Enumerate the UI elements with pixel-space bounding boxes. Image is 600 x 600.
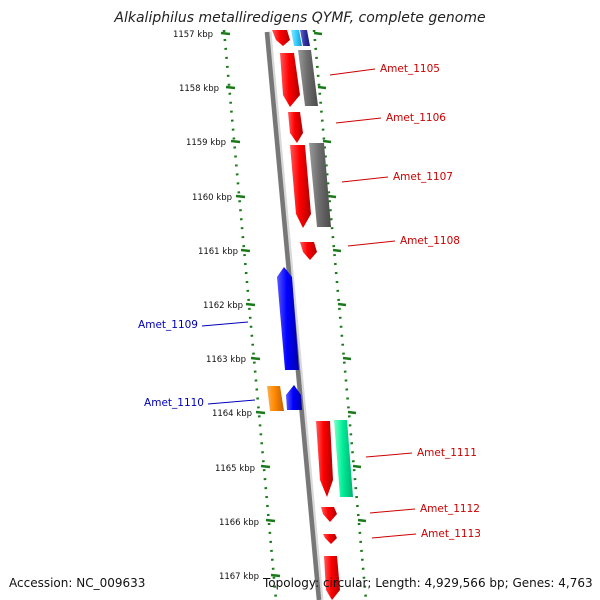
gene-label-amet-1112[interactable]: Amet_1112 (420, 503, 480, 515)
gene-feature[interactable] (300, 30, 310, 46)
gene-feature-amet-1112[interactable] (321, 507, 337, 522)
reverse-strand-features (267, 267, 302, 411)
accession-info: Accession: NC_009633 (9, 576, 146, 590)
ruler-label: 1163 kbp (206, 355, 246, 365)
ruler-label: 1161 kbp (198, 247, 238, 257)
ruler-label: 1157 kbp (173, 30, 213, 40)
topology-info: Topology: circular; Length: 4,929,566 bp… (263, 576, 593, 590)
ruler-label: 1159 kbp (186, 138, 226, 148)
ruler-label: 1160 kbp (192, 193, 232, 203)
gray-feature[interactable] (309, 143, 331, 227)
forward-strand-features (272, 30, 353, 600)
ruler-label: 1164 kbp (212, 409, 252, 419)
gene-feature-amet-1113[interactable] (323, 534, 337, 544)
inner-ruler-track (222, 29, 278, 600)
genome-title: Alkaliphilus metalliredigens QYMF, compl… (114, 10, 486, 26)
ruler-label: 1166 kbp (219, 518, 259, 528)
gene-label-amet-1106[interactable]: Amet_1106 (386, 112, 446, 124)
gene-feature[interactable] (291, 30, 302, 46)
gene-feature-amet-1110[interactable] (286, 385, 302, 410)
gene-feature[interactable] (324, 556, 340, 600)
left-gene-labels: Amet_1109 Amet_1110 (138, 319, 256, 409)
gene-feature[interactable] (272, 30, 290, 46)
gene-feature-amet-1108[interactable] (300, 242, 317, 260)
gene-label-amet-1108[interactable]: Amet_1108 (400, 235, 460, 247)
orange-feature[interactable] (267, 386, 284, 411)
ruler-label: 1165 kbp (215, 464, 255, 474)
gene-feature-amet-1105[interactable] (280, 53, 300, 107)
gene-feature-amet-1106[interactable] (288, 112, 303, 143)
gene-label-amet-1111[interactable]: Amet_1111 (417, 447, 477, 459)
ruler-major-ticks (220, 31, 367, 578)
gene-label-amet-1110[interactable]: Amet_1110 (144, 397, 204, 409)
gene-label-amet-1109[interactable]: Amet_1109 (138, 319, 198, 331)
gene-feature-amet-1107[interactable] (290, 145, 311, 228)
ruler-label: 1162 kbp (203, 301, 243, 311)
outer-ruler-track (312, 29, 368, 600)
gene-feature-amet-1111[interactable] (316, 421, 333, 497)
gray-feature[interactable] (298, 50, 318, 106)
gene-label-amet-1107[interactable]: Amet_1107 (393, 171, 453, 183)
ruler-labels: 1157 kbp 1158 kbp 1159 kbp 1160 kbp 1161… (173, 30, 259, 582)
ruler-label: 1158 kbp (179, 84, 219, 94)
gene-label-amet-1105[interactable]: Amet_1105 (380, 63, 440, 75)
right-gene-labels: Amet_1105 Amet_1106 Amet_1107 Amet_1108 … (329, 63, 481, 540)
rna-feature[interactable] (334, 420, 353, 497)
gene-feature-amet-1109[interactable] (277, 267, 299, 370)
gene-label-amet-1113[interactable]: Amet_1113 (421, 528, 481, 540)
ruler-label: 1167 kbp (219, 572, 259, 582)
